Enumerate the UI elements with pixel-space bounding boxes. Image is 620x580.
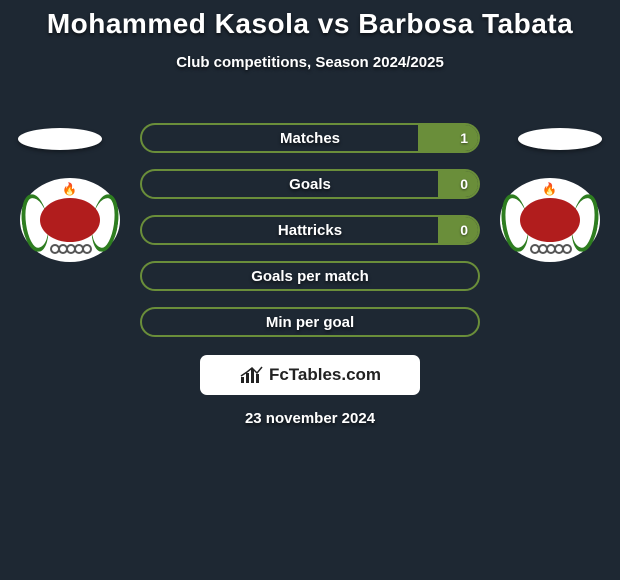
stat-label: Hattricks xyxy=(278,222,342,239)
brand-text: FcTables.com xyxy=(269,365,381,385)
flame-icon xyxy=(62,182,78,196)
stat-row-matches: Matches 1 xyxy=(140,123,480,153)
olympic-rings-icon xyxy=(530,244,570,256)
stat-row-goals-per-match: Goals per match xyxy=(140,261,480,291)
season-subtitle: Club competitions, Season 2024/2025 xyxy=(0,54,620,71)
stat-fill-right xyxy=(418,125,478,151)
player-right-avatar xyxy=(518,128,602,150)
stat-fill-right xyxy=(438,217,478,243)
club-badge-left xyxy=(20,178,120,262)
page-title: Mohammed Kasola vs Barbosa Tabata xyxy=(0,0,620,40)
brand-link[interactable]: FcTables.com xyxy=(200,355,420,395)
stats-list: Matches 1 Goals 0 Hattricks 0 Goals per … xyxy=(140,123,480,353)
stat-row-min-per-goal: Min per goal xyxy=(140,307,480,337)
stat-value-right: 0 xyxy=(460,176,468,192)
stat-value-right: 0 xyxy=(460,222,468,238)
stat-label: Min per goal xyxy=(266,314,354,331)
stat-label: Goals per match xyxy=(251,268,369,285)
stat-label: Goals xyxy=(289,176,331,193)
stat-value-right: 1 xyxy=(460,130,468,146)
flame-icon xyxy=(542,182,558,196)
stat-label: Matches xyxy=(280,130,340,147)
date-text: 23 november 2024 xyxy=(0,410,620,427)
bar-chart-icon xyxy=(239,365,265,385)
player-left-avatar xyxy=(18,128,102,150)
stat-row-goals: Goals 0 xyxy=(140,169,480,199)
stat-row-hattricks: Hattricks 0 xyxy=(140,215,480,245)
club-badge-right xyxy=(500,178,600,262)
olympic-rings-icon xyxy=(50,244,90,256)
stat-fill-right xyxy=(438,171,478,197)
